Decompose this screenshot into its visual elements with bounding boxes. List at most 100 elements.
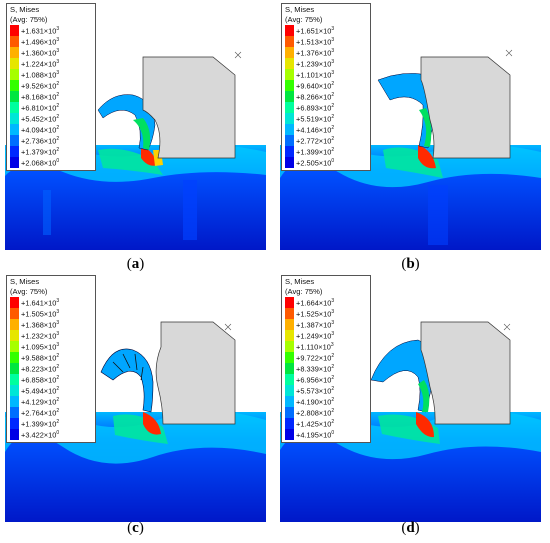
- legend-value: +1.088×103: [21, 69, 60, 80]
- legend-value: +4.146×102: [296, 124, 335, 135]
- legend-row: +3.422×100: [10, 429, 92, 440]
- legend-exponent: 2: [331, 374, 335, 381]
- legend-exponent: 0: [331, 429, 335, 436]
- chip: [100, 348, 154, 413]
- legend-a: S, Mises (Avg: 75%) +1.631×103 +1.496×103…: [6, 3, 96, 171]
- legend-swatch: [285, 341, 294, 352]
- legend-swatch: [10, 297, 19, 308]
- legend-value: +2.068×100: [21, 157, 60, 168]
- legend-value: +1.379×102: [21, 146, 60, 157]
- legend-swatch: [285, 58, 294, 69]
- legend-row: +9.640×102: [285, 80, 367, 91]
- legend-value: +1.368×103: [21, 319, 60, 330]
- legend-value: +1.224×103: [21, 58, 60, 69]
- legend-value: +5.573×102: [296, 385, 335, 396]
- legend-value: +6.893×102: [296, 102, 335, 113]
- caption-d: (d): [401, 520, 420, 536]
- legend-value: +4.195×100: [296, 429, 335, 440]
- legend-value: +3.422×100: [21, 429, 60, 440]
- legend-exponent: 2: [56, 91, 60, 98]
- legend-row: +1.387×103: [285, 319, 367, 330]
- legend-row: +8.266×102: [285, 91, 367, 102]
- legend-row: +4.195×100: [285, 429, 367, 440]
- legend-exponent: 2: [56, 80, 60, 87]
- legend-swatch: [10, 407, 19, 418]
- legend-row: +1.095×103: [10, 341, 92, 352]
- legend-row: +1.088×103: [10, 69, 92, 80]
- legend-swatch: [285, 330, 294, 341]
- legend-value: +9.722×102: [296, 352, 335, 363]
- legend-swatch: [10, 374, 19, 385]
- legend-value: +8.168×102: [21, 91, 60, 102]
- legend-swatch: [10, 429, 19, 440]
- legend-exponent: 2: [331, 385, 335, 392]
- legend-swatch: [285, 47, 294, 58]
- cutting-tool: [420, 321, 511, 425]
- legend-swatch: [285, 25, 294, 36]
- legend-swatch: [285, 91, 294, 102]
- legend-value: +1.376×103: [296, 47, 335, 58]
- legend-swatch: [10, 363, 19, 374]
- panel-a: S, Mises (Avg: 75%) +1.631×103 +1.496×103…: [3, 0, 268, 272]
- legend-exponent: 3: [56, 58, 60, 65]
- legend-row: +6.810×102: [10, 102, 92, 113]
- legend-row: +1.232×103: [10, 330, 92, 341]
- legend-swatch: [10, 47, 19, 58]
- legend-swatch: [10, 157, 19, 168]
- legend-d: S, Mises (Avg: 75%) +1.664×103 +1.525×103…: [281, 275, 371, 443]
- legend-swatch: [10, 113, 19, 124]
- legend-swatch: [10, 124, 19, 135]
- legend-row: +5.494×102: [10, 385, 92, 396]
- legend-row: +5.452×102: [10, 113, 92, 124]
- legend-value: +6.956×102: [296, 374, 335, 385]
- legend-exponent: 3: [56, 319, 60, 326]
- legend-row: +6.956×102: [285, 374, 367, 385]
- legend-swatch: [285, 124, 294, 135]
- legend-swatch: [285, 319, 294, 330]
- legend-value: +1.496×103: [21, 36, 60, 47]
- legend-exponent: 2: [331, 396, 335, 403]
- legend-row: +5.573×102: [285, 385, 367, 396]
- legend-exponent: 3: [331, 308, 335, 315]
- legend-swatch: [285, 418, 294, 429]
- legend-exponent: 2: [331, 124, 335, 131]
- legend-row: +4.094×102: [10, 124, 92, 135]
- legend-rows: +1.631×103 +1.496×103 +1.360×103 +1.224×103…: [7, 24, 95, 170]
- legend-value: +5.519×102: [296, 113, 335, 124]
- panel-d: S, Mises (Avg: 75%) +1.664×103 +1.525×103…: [278, 272, 543, 536]
- legend-value: +1.505×103: [21, 308, 60, 319]
- caption-b: (b): [401, 256, 420, 272]
- legend-exponent: 2: [56, 135, 60, 142]
- legend-exponent: 2: [331, 418, 335, 425]
- legend-title: S, Mises: [10, 5, 40, 14]
- legend-c: S, Mises (Avg: 75%) +1.641×103 +1.505×103…: [6, 275, 96, 443]
- legend-swatch: [285, 374, 294, 385]
- legend-exponent: 3: [56, 36, 60, 43]
- legend-exponent: 2: [331, 80, 335, 87]
- legend-value: +2.772×102: [296, 135, 335, 146]
- legend-value: +1.101×103: [296, 69, 335, 80]
- legend-row: +1.505×103: [10, 308, 92, 319]
- legend-subtitle: (Avg: 75%): [285, 15, 323, 24]
- legend-exponent: 3: [56, 297, 60, 304]
- legend-exponent: 3: [56, 69, 60, 76]
- legend-swatch: [285, 157, 294, 168]
- legend-value: +1.651×103: [296, 25, 335, 36]
- cutting-tool: [420, 56, 511, 159]
- legend-swatch: [10, 352, 19, 363]
- legend-row: +1.399×102: [10, 418, 92, 429]
- legend-swatch: [285, 135, 294, 146]
- legend-swatch: [285, 429, 294, 440]
- legend-swatch: [285, 352, 294, 363]
- legend-row: +5.519×102: [285, 113, 367, 124]
- legend-exponent: 2: [56, 374, 60, 381]
- legend-swatch: [10, 385, 19, 396]
- legend-exponent: 3: [331, 47, 335, 54]
- legend-value: +1.249×103: [296, 330, 335, 341]
- legend-row: +1.110×103: [285, 341, 367, 352]
- legend-value: +1.399×102: [21, 418, 60, 429]
- legend-swatch: [10, 146, 19, 157]
- legend-value: +1.360×103: [21, 47, 60, 58]
- legend-swatch: [10, 36, 19, 47]
- legend-row: +2.764×102: [10, 407, 92, 418]
